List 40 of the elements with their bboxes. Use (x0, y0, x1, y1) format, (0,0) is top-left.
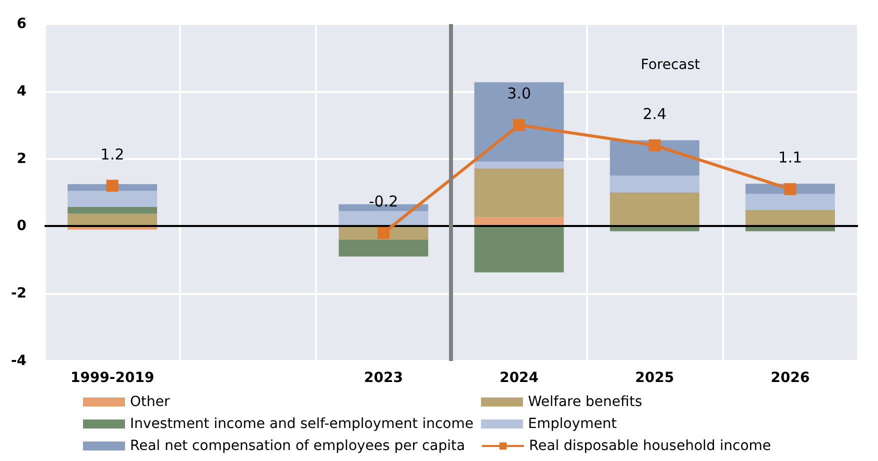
x-tick-label: 2025 (635, 370, 674, 386)
bar (474, 161, 564, 168)
bar (745, 194, 835, 210)
x-tick-label: 2024 (500, 370, 539, 386)
bar (610, 176, 700, 192)
bar (474, 226, 564, 272)
point (513, 119, 526, 132)
data-label: 1.2 (100, 145, 124, 164)
legend-label: Real net compensation of employees per capita (130, 438, 466, 454)
y-tick-label: -4 (10, 353, 27, 369)
annotation: Forecast (640, 57, 701, 73)
bar (474, 82, 564, 162)
bar (68, 214, 158, 226)
legend-label: Welfare benefits (528, 394, 642, 410)
bar (68, 190, 158, 207)
point (648, 139, 661, 152)
y-tick-label: -2 (10, 286, 27, 302)
x-tick-label: 2023 (364, 370, 403, 386)
y-tick-label: 2 (16, 150, 27, 167)
data-label: 3.0 (507, 84, 531, 103)
data-label: 1.1 (778, 148, 802, 167)
y-tick-label: 4 (16, 83, 27, 100)
legend-label: Real disposable household income (529, 438, 772, 454)
bar (745, 210, 835, 226)
point (377, 226, 390, 239)
point (106, 180, 118, 192)
bar (338, 240, 428, 257)
legend-label: Investment income and self-employment income (130, 416, 474, 432)
data-label: -0.2 (368, 192, 398, 210)
bar (610, 192, 700, 225)
y-tick-label: 0 (16, 218, 27, 234)
bar (474, 168, 564, 218)
legend-label: Other (130, 394, 170, 410)
x-tick-label: 2026 (770, 370, 810, 386)
x-tick-label: 1999-2019 (70, 370, 154, 386)
bar (68, 206, 158, 214)
point (784, 183, 796, 196)
legend-label: Employment (528, 416, 618, 432)
data-label: 2.4 (642, 104, 667, 123)
y-tick-label: 6 (16, 16, 27, 32)
